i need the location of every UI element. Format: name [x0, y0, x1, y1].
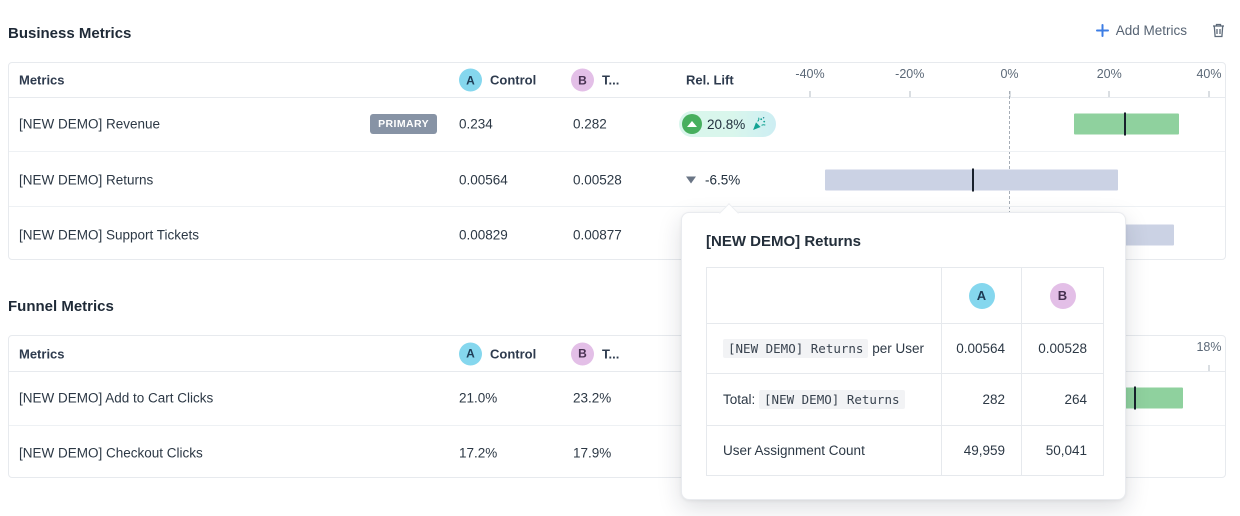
- control-column-header: A Control: [459, 342, 536, 365]
- metric-name: [NEW DEMO] Revenue: [19, 116, 161, 132]
- control-value: 21.0%: [459, 390, 498, 406]
- control-value: 17.2%: [459, 445, 498, 461]
- label-text: User Assignment Count: [723, 443, 865, 458]
- value-b: 264: [1021, 373, 1104, 426]
- rel-lift-cell[interactable]: -6.5%: [686, 172, 740, 187]
- lift-plot[interactable]: [810, 152, 1209, 207]
- metrics-column-header: Metrics: [19, 346, 65, 361]
- lift-marker: [972, 168, 975, 191]
- axis-label: 40%: [1196, 67, 1222, 81]
- variant-b-chip: B: [1049, 282, 1076, 309]
- lift-marker: [1133, 386, 1136, 410]
- variant-a-chip: A: [459, 342, 482, 365]
- table-row-revenue[interactable]: [NEW DEMO] Revenue PRIMARY 0.234 0.282 2…: [9, 97, 1225, 151]
- control-label: Control: [490, 346, 537, 361]
- axis-label: -40%: [795, 67, 825, 81]
- popover-table: A B [NEW DEMO] Returns per User 0.00564 …: [706, 267, 1104, 476]
- table-row-returns[interactable]: [NEW DEMO] Returns 0.00564 0.00528 -6.5%: [9, 151, 1225, 207]
- add-metrics-label: Add Metrics: [1115, 22, 1187, 38]
- row-label: [NEW DEMO] Returns per User: [706, 323, 942, 374]
- metric-name: [NEW DEMO] Returns: [19, 172, 154, 187]
- lift-axis: -40% -20% 0% 20% 40%: [795, 63, 1222, 97]
- rel-lift-column-header: Rel. Lift: [686, 72, 734, 88]
- popover-row-assignment-count: User Assignment Count 49,959 50,041: [706, 425, 1104, 476]
- variant-a-chip: A: [968, 282, 995, 309]
- variant-b-chip: B: [571, 342, 594, 365]
- value-b: 0.00528: [1021, 323, 1104, 374]
- metrics-column-header: Metrics: [19, 72, 65, 88]
- significant-lift-pill[interactable]: 20.8%: [679, 111, 777, 137]
- control-label: Control: [490, 72, 537, 88]
- treatment-value: 17.9%: [573, 445, 612, 461]
- axis-label: 18%: [1196, 340, 1222, 354]
- confidence-interval-bar: [1074, 112, 1180, 136]
- control-value: 0.00564: [459, 172, 508, 187]
- row-label: User Assignment Count: [706, 425, 942, 476]
- label-text: Total:: [723, 392, 760, 407]
- metric-name: [NEW DEMO] Support Tickets: [19, 227, 200, 242]
- label-text: per User: [868, 341, 924, 356]
- business-table-header: Metrics A Control B T... Rel. Lift -40% …: [9, 63, 1225, 98]
- lift-value: 20.8%: [707, 116, 746, 132]
- plus-icon: [1095, 23, 1109, 37]
- primary-badge: PRIMARY: [370, 114, 437, 134]
- table-row-checkout[interactable]: [NEW DEMO] Checkout Clicks 17.2% 17.9%: [9, 425, 1225, 480]
- value-b: 50,041: [1021, 425, 1104, 476]
- value-a: 49,959: [941, 425, 1022, 476]
- confetti-icon: [750, 116, 767, 133]
- business-metrics-heading: Business Metrics: [8, 25, 132, 42]
- metric-name: [NEW DEMO] Add to Cart Clicks: [19, 390, 214, 406]
- popover-title: [NEW DEMO] Returns: [706, 233, 861, 250]
- treatment-value: 0.282: [573, 116, 607, 132]
- variant-b-chip: B: [571, 68, 594, 92]
- control-column-header: A Control: [459, 68, 537, 92]
- metric-code: [NEW DEMO] Returns: [723, 339, 869, 358]
- treatment-value: 0.00877: [573, 227, 622, 242]
- axis-label: 20%: [1096, 67, 1122, 81]
- variant-a-header-cell: A: [941, 267, 1022, 324]
- control-value: 0.00829: [459, 227, 508, 242]
- popover-row-per-user: [NEW DEMO] Returns per User 0.00564 0.00…: [706, 323, 1104, 374]
- variant-a-chip: A: [459, 68, 482, 92]
- row-label: Total: [NEW DEMO] Returns: [706, 373, 942, 426]
- rel-lift-cell: 20.8%: [679, 111, 777, 137]
- delete-section-button[interactable]: [1211, 22, 1226, 38]
- axis-label: -20%: [895, 67, 925, 81]
- funnel-table-header: Metrics A Control B T... 18%: [9, 336, 1225, 372]
- lift-marker: [1124, 112, 1127, 136]
- metric-code: [NEW DEMO] Returns: [759, 390, 905, 409]
- treatment-value: 0.00528: [573, 172, 622, 187]
- popover-row-total: Total: [NEW DEMO] Returns 282 264: [706, 373, 1104, 426]
- lift-value: -6.5%: [705, 172, 741, 187]
- popover-header-row: A B: [706, 267, 1104, 324]
- value-a: 282: [941, 373, 1022, 426]
- treatment-label: T...: [602, 72, 620, 88]
- treatment-value: 23.2%: [573, 390, 612, 406]
- metric-name: [NEW DEMO] Checkout Clicks: [19, 445, 203, 461]
- trash-icon: [1211, 22, 1226, 38]
- lift-up-icon: [682, 114, 702, 134]
- treatment-label: T...: [602, 346, 620, 361]
- business-metrics-table: Metrics A Control B T... Rel. Lift -40% …: [8, 62, 1226, 260]
- toolbar: Add Metrics: [1095, 22, 1226, 38]
- value-a: 0.00564: [941, 323, 1022, 374]
- variant-b-header-cell: B: [1021, 267, 1104, 324]
- lift-down-icon: [686, 176, 696, 183]
- add-metrics-button[interactable]: Add Metrics: [1095, 22, 1187, 38]
- treatment-column-header: B T...: [571, 342, 619, 365]
- treatment-column-header: B T...: [571, 68, 620, 92]
- metric-details-popover: [NEW DEMO] Returns A B [NEW DEMO] Return…: [681, 203, 1126, 500]
- confidence-interval-bar: [824, 168, 1119, 191]
- lift-plot[interactable]: [810, 97, 1209, 151]
- axis-label: 0%: [1000, 67, 1019, 81]
- control-value: 0.234: [459, 116, 493, 132]
- empty-header-cell: [706, 267, 942, 324]
- lift-axis: 18%: [810, 336, 1222, 371]
- funnel-metrics-heading: Funnel Metrics: [8, 298, 114, 315]
